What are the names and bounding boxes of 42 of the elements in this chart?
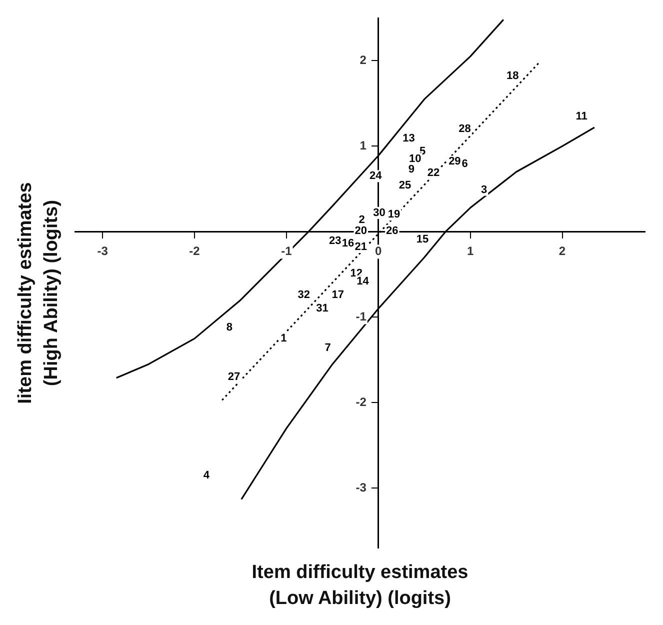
annotation: 20 — [354, 224, 368, 237]
annotation: 10 — [409, 153, 422, 166]
y-tick-label: 1 — [360, 138, 367, 153]
annotation: 23 — [329, 235, 342, 248]
y-tick-label: -2 — [356, 394, 367, 409]
x-axis-title: Item difficulty estimates (Low Ability) (logits) — [250, 561, 470, 611]
x-tick-label: 1 — [466, 244, 474, 258]
annotation: 1 — [280, 332, 287, 345]
annotation: 14 — [356, 275, 370, 288]
y-axis-title: Iitem difficulty estimates (High Ability) (logits) — [14, 181, 63, 406]
annotation: 16 — [342, 238, 354, 250]
annotation: 28 — [458, 123, 471, 136]
y-tick-label: 2 — [360, 53, 367, 68]
annotation: 7 — [324, 342, 331, 354]
y-tick-label: -1 — [356, 310, 367, 324]
annotation: 32 — [298, 289, 310, 301]
annotation: 24 — [370, 170, 383, 182]
annotation: 22 — [427, 166, 440, 179]
x-tick-label: -2 — [189, 244, 200, 258]
annotation: 15 — [416, 233, 429, 246]
annotation: 25 — [398, 180, 412, 192]
x-tick-label: -1 — [281, 244, 292, 258]
annotation: 9 — [408, 163, 415, 176]
annotation: 8 — [226, 321, 233, 334]
y-tick-label: -3 — [356, 480, 367, 494]
annotation: 21 — [354, 241, 368, 254]
x-tick-label: 0 — [375, 244, 382, 258]
annotation: 4 — [203, 469, 210, 482]
annotation: 11 — [576, 110, 588, 122]
annotation: 26 — [386, 224, 398, 237]
x-tick-label: -3 — [97, 244, 108, 258]
x-tick-label: 2 — [558, 244, 566, 258]
annotation: 31 — [316, 302, 328, 315]
annotation: 27 — [228, 371, 240, 384]
annotation: 29 — [448, 156, 461, 168]
annotation: 19 — [388, 208, 400, 221]
annotation: 30 — [373, 206, 386, 219]
annotation: 6 — [462, 158, 468, 170]
annotation: 3 — [481, 184, 488, 196]
annotation: 17 — [332, 289, 344, 301]
annotation: 13 — [402, 132, 415, 145]
annotation: 18 — [506, 70, 519, 82]
